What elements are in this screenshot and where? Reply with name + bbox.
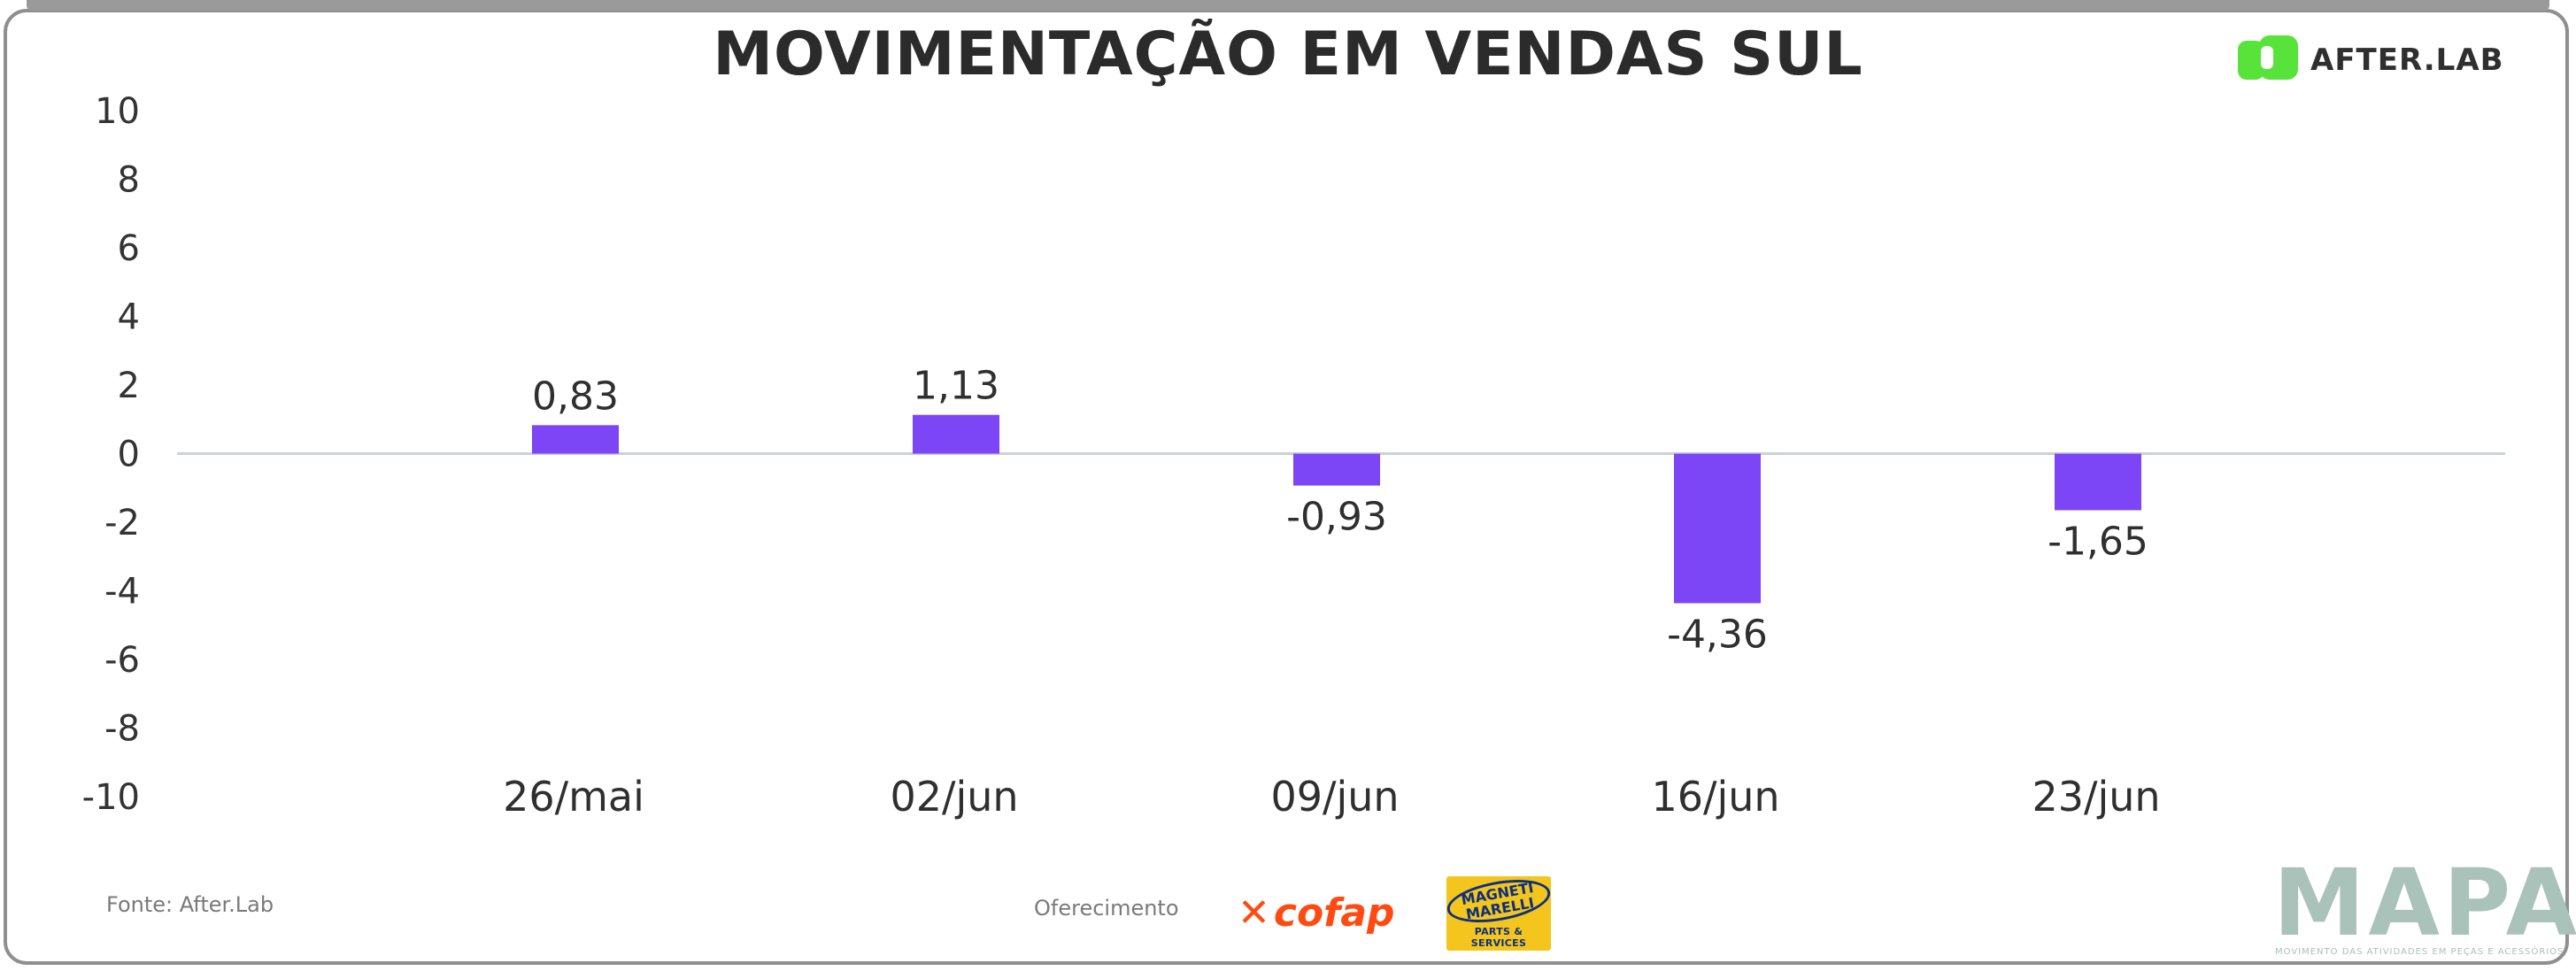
x-category-label: 23/jun <box>2032 773 2160 821</box>
bar-value-label: -4,36 <box>1667 612 1768 657</box>
bar-value-label: 1,13 <box>913 364 999 409</box>
x-category-label: 02/jun <box>890 773 1018 821</box>
source-note: Fonte: After.Lab <box>106 892 274 917</box>
y-tick-label: 0 <box>118 435 140 475</box>
y-tick-label: 8 <box>118 160 140 201</box>
y-tick-label: -4 <box>104 572 140 613</box>
bar <box>2055 453 2141 511</box>
y-tick-label: -10 <box>82 777 140 818</box>
y-tick-label: 4 <box>118 297 140 338</box>
y-tick-label: 6 <box>118 228 140 269</box>
x-category-label: 16/jun <box>1651 773 1779 821</box>
x-category-label: 09/jun <box>1270 773 1399 821</box>
bar <box>532 425 619 454</box>
y-tick-label: -2 <box>104 503 140 543</box>
cofap-mark-icon: ✕ <box>1238 890 1270 936</box>
y-tick-label: -8 <box>104 709 140 750</box>
bar <box>1674 453 1761 604</box>
y-tick-label: 10 <box>95 91 140 132</box>
afterlab-logo-icon <box>2238 35 2298 85</box>
magneti-marelli-logo-text: MAGNETI MARELLI <box>1444 873 1554 929</box>
afterlab-logo: AFTER.LAB <box>2238 32 2504 89</box>
x-category-label: 26/mai <box>503 773 644 821</box>
bar <box>913 414 999 454</box>
mapa-logo: MAPA <box>2273 849 2576 957</box>
cofap-logo: ✕ cofap <box>1238 890 1395 936</box>
magneti-marelli-logo: MAGNETI MARELLI PARTS & SERVICES <box>1444 873 1554 951</box>
chart-title: MOVIMENTAÇÃO EM VENDAS SUL <box>713 19 1863 89</box>
sponsor-label: Oferecimento <box>1034 896 1179 921</box>
mapa-tagline: MOVIMENTO DAS ATIVIDADES EM PEÇAS E ACES… <box>2275 947 2564 957</box>
y-tick-label: -6 <box>104 640 140 681</box>
bar-value-label: -1,65 <box>2048 519 2148 564</box>
top-border-bar <box>27 0 2549 11</box>
bar <box>1293 453 1380 486</box>
afterlab-logo-text: AFTER.LAB <box>2310 42 2504 78</box>
magneti-marelli-subtitle: PARTS & SERVICES <box>1470 926 1527 949</box>
cofap-logo-text: cofap <box>1273 890 1395 936</box>
y-tick-label: 2 <box>118 366 140 406</box>
bar-value-label: -0,93 <box>1286 495 1387 540</box>
bar-value-label: 0,83 <box>532 374 619 419</box>
